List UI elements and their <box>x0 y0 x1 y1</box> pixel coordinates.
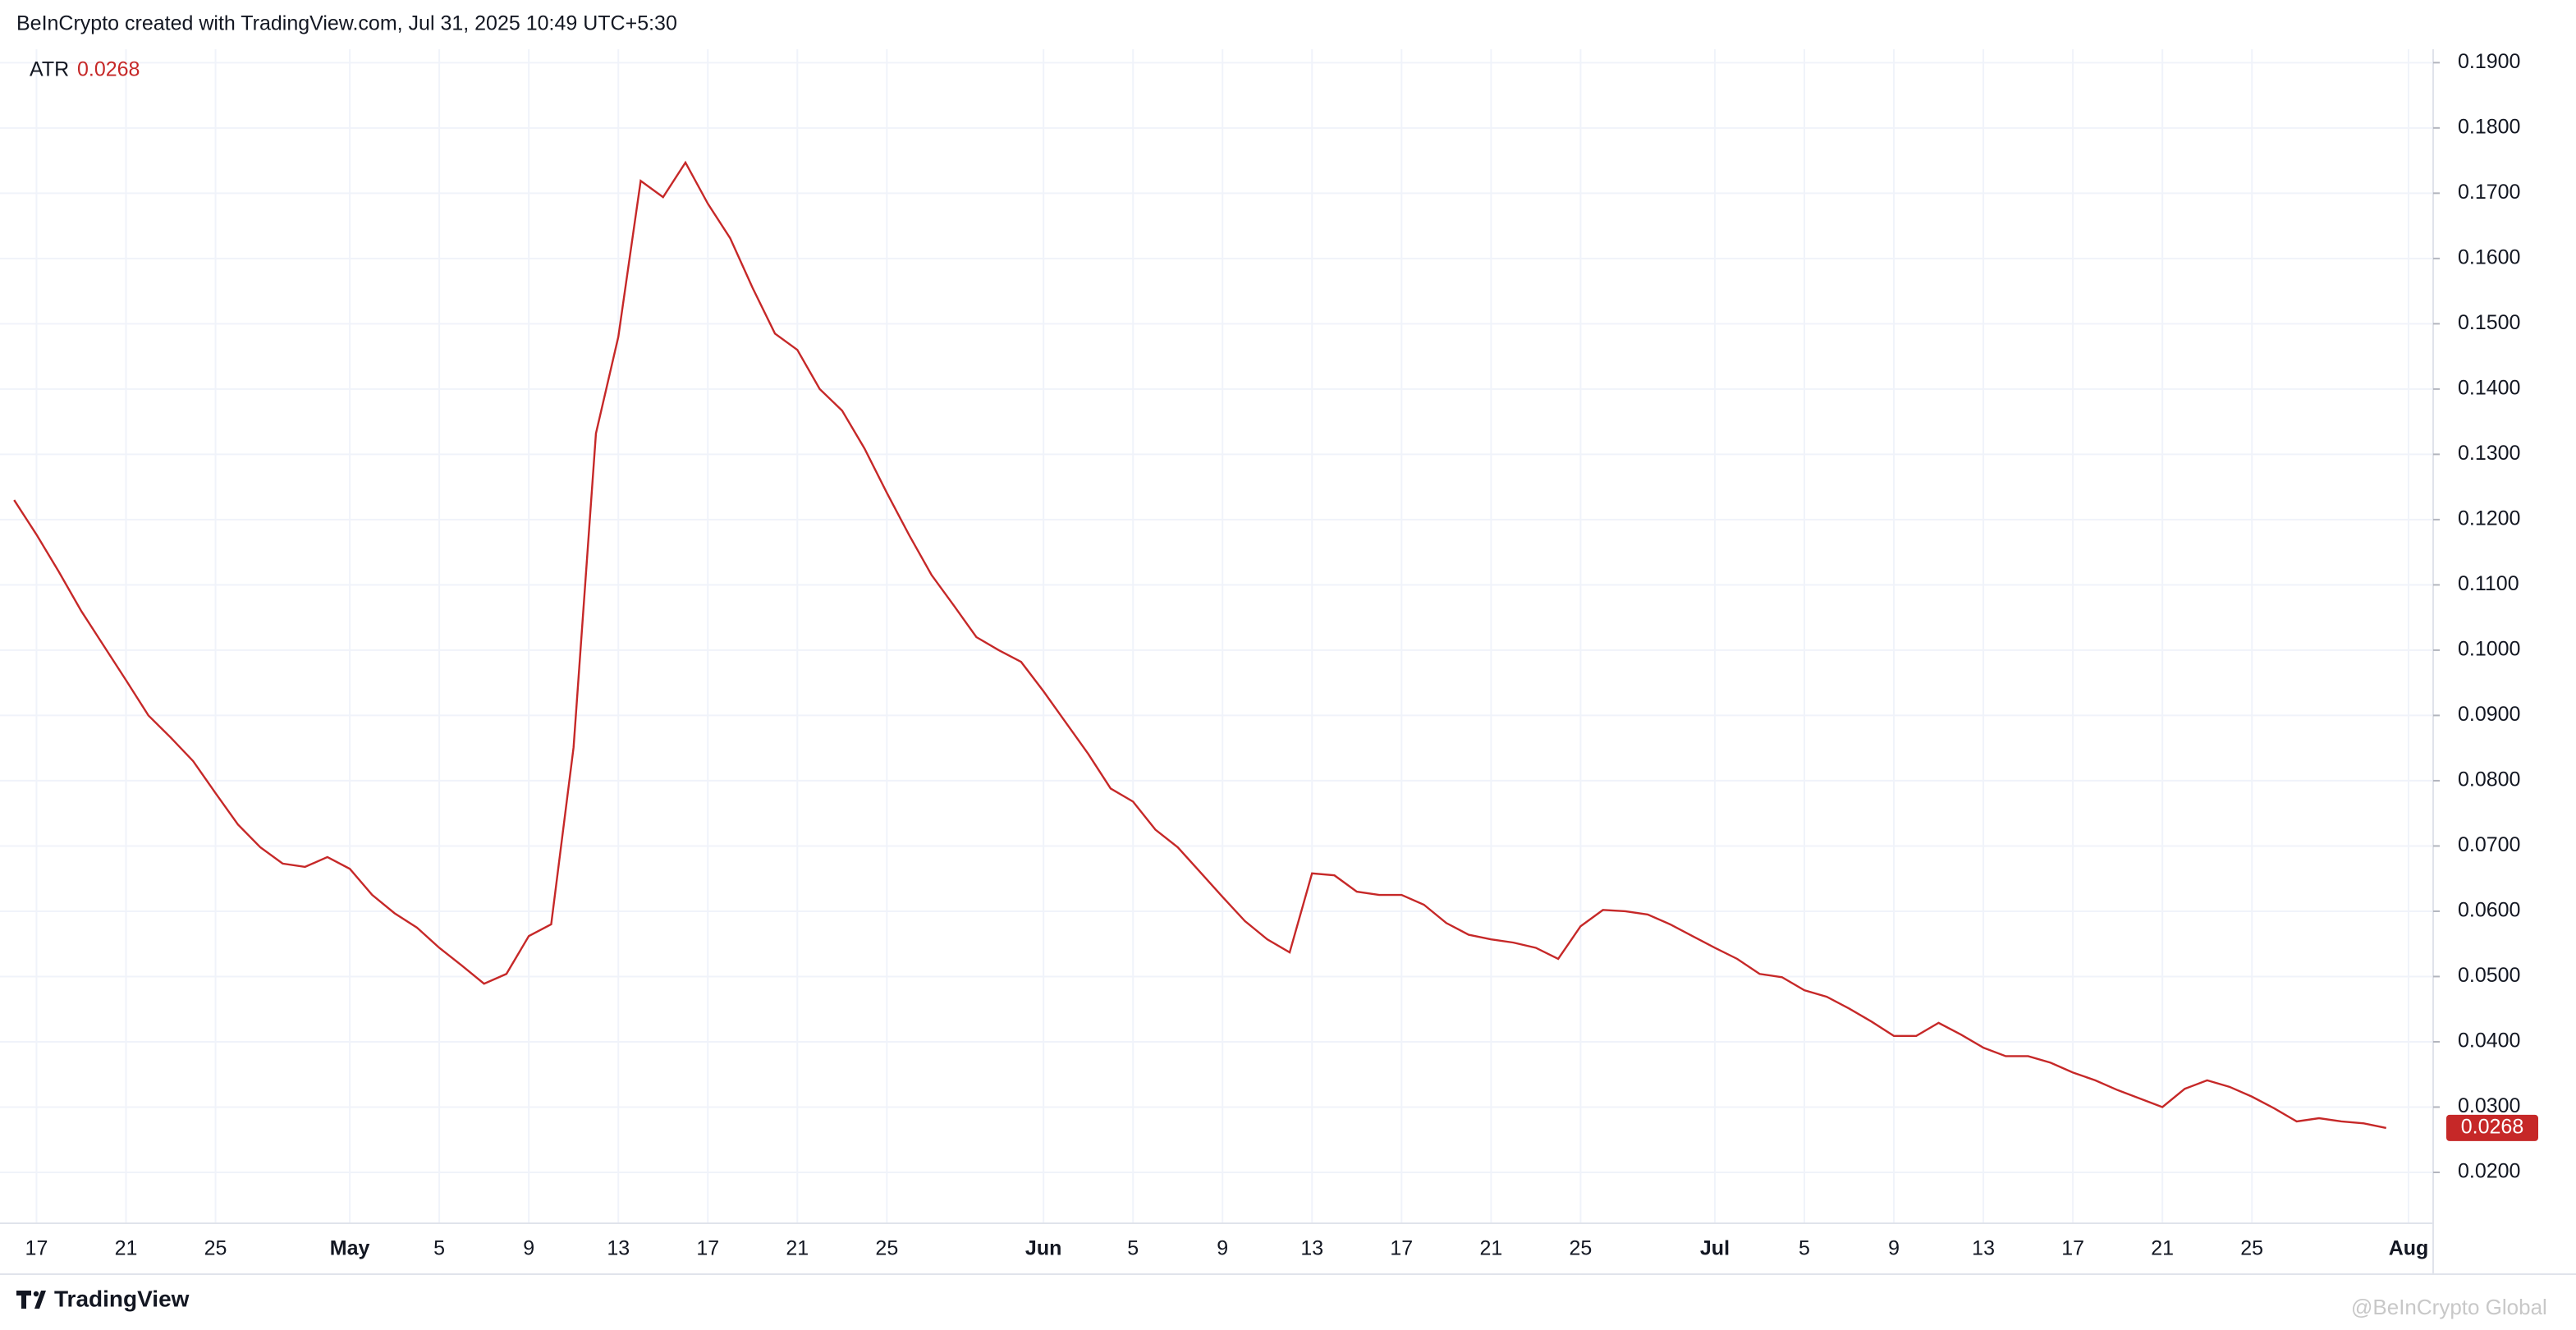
y-tick-label: 0.1000 <box>2458 638 2520 661</box>
x-tick-label: 21 <box>115 1237 138 1260</box>
x-tick-label: 25 <box>2240 1237 2263 1260</box>
x-tick-label: 9 <box>523 1237 534 1260</box>
last-value-label: 0.0268 <box>2461 1116 2523 1139</box>
x-tick-label: 17 <box>696 1237 719 1260</box>
indicator-value: 0.0268 <box>77 58 140 81</box>
logo-dot <box>33 1291 39 1297</box>
x-tick-label: 5 <box>1127 1237 1139 1260</box>
x-tick-label: 17 <box>2061 1237 2084 1260</box>
x-tick-label: 5 <box>433 1237 445 1260</box>
x-tick-label: 13 <box>607 1237 630 1260</box>
indicator-name: ATR <box>30 58 69 81</box>
y-tick-label: 0.0800 <box>2458 768 2520 791</box>
atr-line <box>13 160 2386 1130</box>
x-tick-label: May <box>330 1237 370 1260</box>
x-tick-label: 25 <box>1569 1237 1592 1260</box>
x-tick-label: 25 <box>204 1237 227 1260</box>
tradingview-logo <box>16 1291 46 1309</box>
y-tick-label: 0.1200 <box>2458 507 2520 530</box>
y-tick-label: 0.1600 <box>2458 245 2520 268</box>
y-tick-label: 0.1700 <box>2458 181 2520 204</box>
logo-icon <box>16 1291 46 1309</box>
last-value-badge <box>2446 1114 2538 1141</box>
x-tick-label: 17 <box>1390 1237 1413 1260</box>
y-tick-label: 0.0900 <box>2458 703 2520 726</box>
y-tick-label: 0.0400 <box>2458 1030 2520 1053</box>
x-tick-label: 25 <box>875 1237 898 1260</box>
y-tick-label: 0.0500 <box>2458 964 2520 987</box>
y-tick-label: 0.1400 <box>2458 376 2520 399</box>
brand: TradingView <box>54 1286 190 1311</box>
x-tick-label: Jun <box>1025 1237 1061 1260</box>
x-tick-label: 9 <box>1888 1237 1900 1260</box>
header-background <box>0 0 2576 49</box>
y-tick-label: 0.1100 <box>2458 572 2519 595</box>
x-tick-label: 21 <box>786 1237 809 1260</box>
x-tick-label: Aug <box>2389 1237 2429 1260</box>
y-tick-label: 0.0600 <box>2458 899 2520 922</box>
y-tick-label: 0.0300 <box>2458 1094 2520 1117</box>
x-tick-label: 13 <box>1300 1237 1323 1260</box>
y-tick-label: 0.1300 <box>2458 442 2520 465</box>
watermark: @BeInCrypto Global <box>2351 1295 2547 1319</box>
y-tick-label: 0.0200 <box>2458 1160 2520 1183</box>
x-tick-label: 9 <box>1217 1237 1228 1260</box>
x-tick-label: 17 <box>25 1237 48 1260</box>
x-tick-label: Jul <box>1700 1237 1730 1260</box>
y-tick-label: 0.0700 <box>2458 833 2520 856</box>
y-tick-label: 0.1500 <box>2458 311 2520 334</box>
x-tick-label: 21 <box>1479 1237 1502 1260</box>
x-tick-label: 13 <box>1972 1237 1995 1260</box>
chart-title: BeInCrypto created with TradingView.com,… <box>16 12 677 35</box>
x-tick-label: 5 <box>1799 1237 1810 1260</box>
y-tick-label: 0.1800 <box>2458 115 2520 138</box>
x-tick-label: 21 <box>2151 1237 2174 1260</box>
grid <box>0 0 2433 1223</box>
y-tick-label: 0.1900 <box>2458 50 2520 73</box>
